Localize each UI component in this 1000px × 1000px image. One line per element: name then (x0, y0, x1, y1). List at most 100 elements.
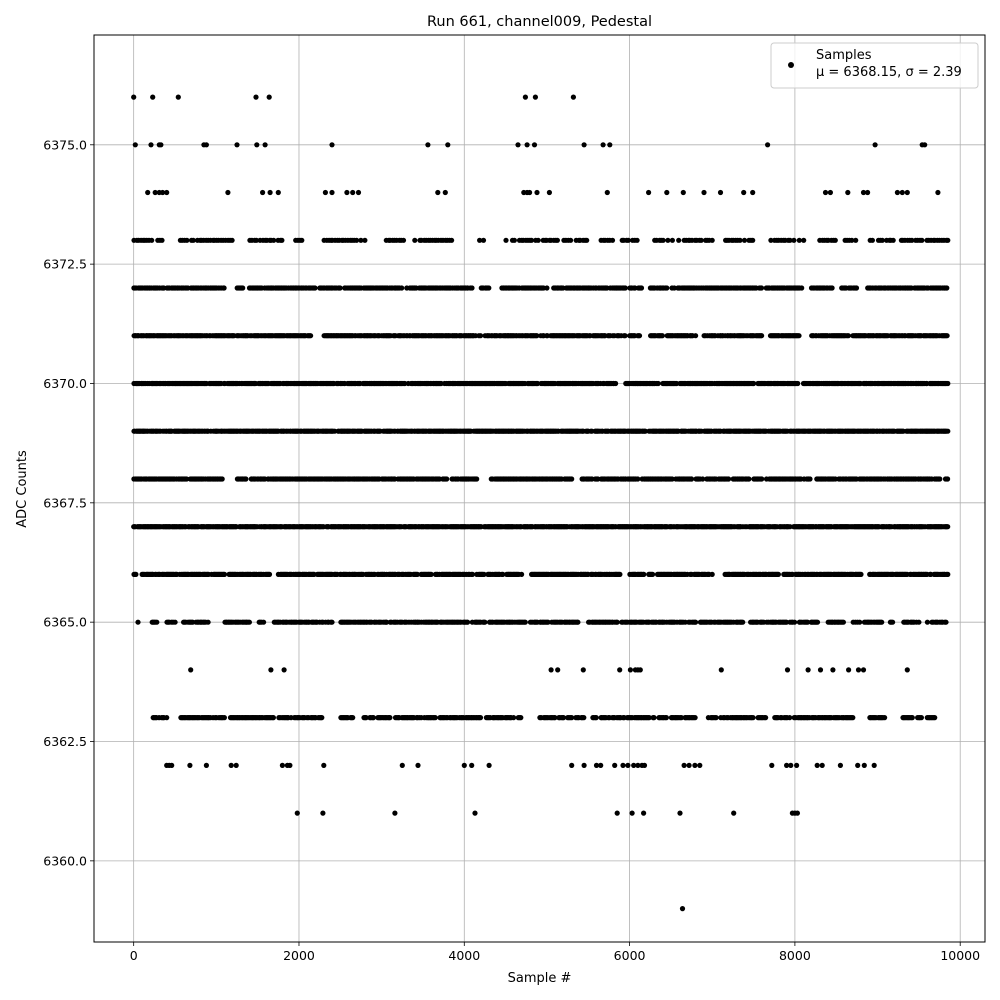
data-point (159, 237, 165, 243)
data-point (641, 762, 648, 769)
data-point (219, 476, 225, 482)
data-point (664, 285, 670, 291)
data-point (671, 285, 677, 291)
data-point (827, 189, 834, 196)
data-point (355, 189, 362, 196)
data-point (337, 285, 343, 291)
data-point (329, 142, 335, 148)
data-point (253, 94, 259, 100)
data-point (152, 189, 158, 196)
data-point (149, 237, 155, 243)
data-point (679, 906, 686, 912)
data-point (634, 237, 640, 243)
data-point (637, 667, 643, 673)
data-point (581, 762, 587, 769)
data-point (731, 810, 737, 816)
data-point (935, 189, 941, 196)
data-point (279, 762, 285, 769)
data-point (919, 237, 925, 243)
data-point (169, 762, 175, 769)
data-point (709, 237, 715, 243)
data-point (871, 762, 877, 769)
data-point (625, 237, 631, 243)
data-point (268, 667, 274, 673)
data-point (150, 94, 156, 100)
data-point (228, 762, 234, 769)
data-point (830, 667, 836, 673)
data-point (829, 285, 835, 291)
data-point (837, 762, 844, 769)
data-point (570, 94, 577, 100)
data-point (794, 810, 801, 816)
data-point (225, 189, 231, 196)
data-point (600, 142, 606, 148)
data-point (260, 189, 266, 196)
data-point (899, 189, 905, 196)
data-point (354, 237, 360, 243)
data-point (945, 237, 951, 243)
data-point (909, 237, 915, 243)
data-point (160, 189, 166, 196)
data-point (807, 476, 813, 482)
data-point (321, 762, 327, 769)
data-point (519, 571, 525, 578)
data-point (860, 189, 867, 196)
data-point (164, 189, 170, 196)
data-point (548, 667, 554, 673)
data-point (613, 380, 619, 387)
data-point (486, 762, 492, 769)
data-point (350, 189, 356, 196)
data-point (879, 237, 885, 243)
data-point (922, 142, 928, 148)
data-point (845, 189, 851, 196)
data-point (243, 476, 249, 482)
data-point (796, 333, 802, 339)
data-point (308, 333, 314, 339)
data-point (635, 762, 641, 769)
data-point (524, 142, 530, 148)
data-point (329, 189, 335, 196)
data-point (855, 762, 861, 769)
data-point (717, 189, 724, 196)
data-point (229, 237, 235, 243)
data-point (444, 476, 450, 482)
data-point (415, 762, 421, 769)
data-point (221, 285, 227, 291)
data-point (726, 476, 732, 482)
data-point (532, 94, 539, 100)
data-point (312, 285, 318, 291)
data-point (853, 285, 860, 291)
data-point (655, 380, 661, 387)
data-point (279, 237, 285, 243)
data-point (254, 142, 260, 148)
data-point (322, 189, 328, 196)
data-point (737, 237, 743, 243)
data-point (945, 428, 951, 434)
data-point (535, 380, 541, 387)
data-point (344, 189, 350, 196)
data-point (148, 142, 154, 148)
data-point (474, 476, 480, 482)
data-point (617, 667, 623, 673)
data-point (625, 762, 631, 769)
data-point (480, 237, 487, 243)
data-point (765, 142, 771, 148)
data-point (784, 667, 791, 673)
data-point (253, 237, 259, 243)
data-point (275, 189, 281, 196)
data-point (555, 667, 561, 673)
data-point (234, 142, 240, 148)
data-point (746, 476, 752, 482)
data-point (203, 142, 209, 148)
data-point (612, 762, 618, 769)
data-point (853, 237, 859, 243)
data-point (554, 237, 561, 243)
data-point (680, 189, 686, 196)
data-point (362, 237, 368, 243)
data-point (425, 142, 431, 148)
data-point (607, 142, 613, 148)
data-point (442, 189, 448, 196)
data-point (860, 667, 867, 673)
data-point (281, 667, 287, 673)
